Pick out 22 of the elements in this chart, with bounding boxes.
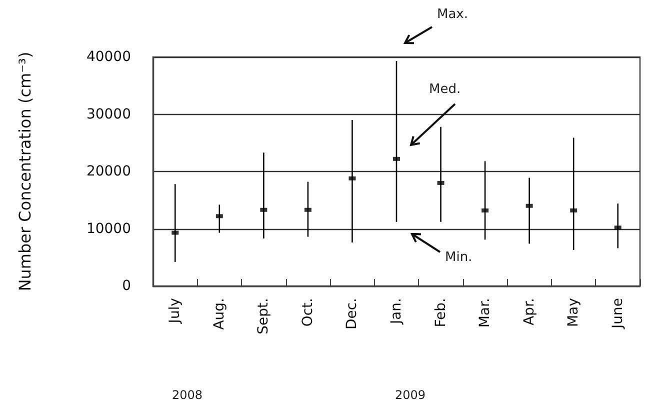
x-tick-label: Aug. [211, 298, 228, 330]
x-tick-label: Mar. [477, 298, 494, 328]
annotation: Min. [445, 250, 472, 265]
x-tick-label: Sept. [256, 298, 272, 334]
x-tick-label: Feb. [432, 298, 449, 328]
text: 2008 [172, 388, 203, 402]
text: Max. [437, 7, 468, 22]
y-tick-label: 10000 [86, 220, 131, 237]
x-tick-label: June [610, 298, 626, 330]
y-tick-label: 0 [122, 278, 131, 294]
annotation: Med. [429, 82, 461, 97]
y-tick-label: 40000 [86, 49, 131, 65]
x-tick-label: May [566, 298, 582, 327]
x-tick-label: Apr. [521, 298, 538, 326]
y-tick-label: 30000 [86, 106, 131, 122]
x-tick-label: Jan. [388, 298, 404, 326]
text: 2009 [395, 388, 426, 402]
x-tick-label: July [167, 298, 184, 324]
x-tick-label: Dec. [344, 298, 360, 330]
y-axis-title: Number Concentration (cm⁻³) [16, 52, 34, 292]
y-tick-label: 20000 [86, 164, 131, 180]
x-tick-label: Oct. [300, 298, 316, 327]
